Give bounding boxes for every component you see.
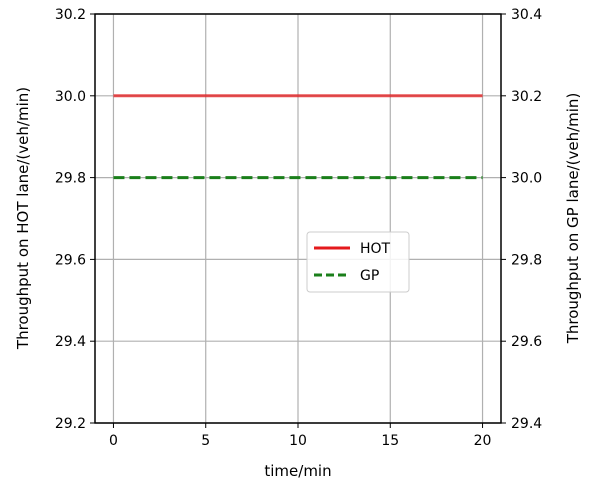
y-tick-label-left-1: 29.4 (55, 334, 86, 350)
series-layer (113, 94, 483, 180)
y-tick-label-left-2: 29.6 (55, 252, 86, 268)
y-tick-label-right-3: 30.0 (511, 171, 542, 187)
legend-label-hot: HOT (360, 241, 391, 257)
grid (95, 13, 501, 424)
legend-box (306, 231, 410, 293)
y-tick-label-left-3: 29.8 (55, 171, 86, 187)
x-axis-label: time/min (264, 462, 331, 480)
legend-label-gp: GP (360, 268, 379, 284)
y-tick-label-left-4: 30.0 (55, 89, 86, 105)
y-tick-label-right-4: 30.2 (511, 89, 542, 105)
y-tick-label-right-1: 29.6 (511, 334, 542, 350)
x-tick-label-3: 15 (381, 433, 399, 449)
legend: HOT GP (306, 231, 410, 293)
x-tick-label-4: 20 (474, 433, 492, 449)
y-axis-label-right: Throughput on GP lane/(veh/min) (564, 93, 582, 345)
ticks: 0 5 10 15 20 29.2 29.4 29.6 29.8 30.0 30.2 29.4 29.6… (55, 7, 542, 449)
y-tick-label-right-2: 29.8 (511, 252, 542, 268)
x-tick-label-2: 10 (289, 433, 307, 449)
y-tick-label-left-5: 30.2 (55, 7, 86, 23)
y-tick-label-left-0: 29.2 (55, 416, 86, 432)
y-tick-label-right-0: 29.4 (511, 416, 542, 432)
x-tick-label-0: 0 (109, 433, 118, 449)
y-tick-label-right-5: 30.4 (511, 7, 542, 23)
x-tick-label-1: 5 (201, 433, 210, 449)
y-axis-label-left: Throughput on HOT lane/(veh/min) (14, 87, 32, 350)
